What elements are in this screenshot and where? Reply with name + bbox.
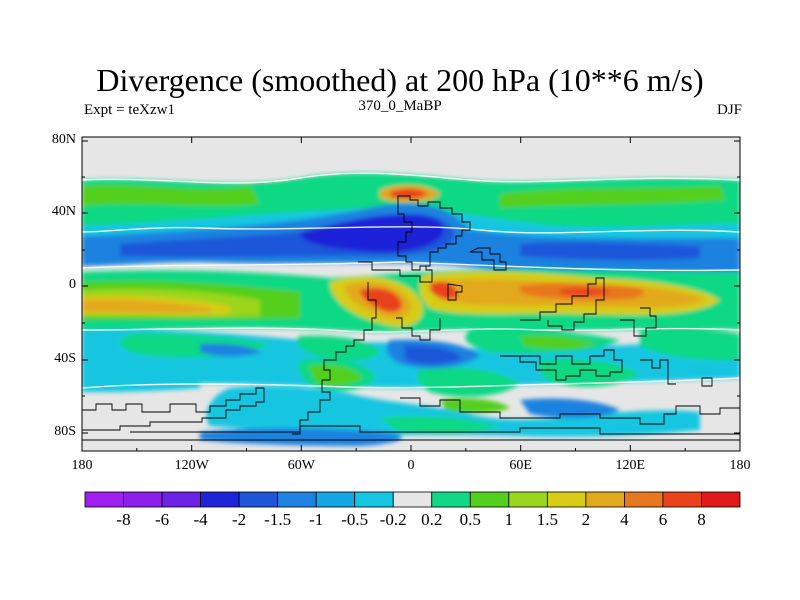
x-ticks bbox=[81, 137, 741, 451]
x-tick-label: 60W bbox=[287, 458, 315, 473]
colorbar-box bbox=[662, 491, 702, 508]
colorbar-label: 0.5 bbox=[459, 510, 481, 529]
colorbar-box bbox=[508, 491, 548, 508]
season-label: DJF bbox=[716, 102, 742, 118]
colorbar-label: -0.5 bbox=[341, 510, 369, 529]
colorbar-label: -1.5 bbox=[264, 510, 292, 529]
colorbar-box bbox=[546, 491, 587, 508]
y-tick-label: 80S bbox=[54, 424, 76, 439]
colorbar-label: 0.2 bbox=[421, 510, 443, 529]
colorbar-box bbox=[469, 491, 510, 508]
colorbar-box bbox=[161, 491, 201, 508]
y-tick-label: 0 bbox=[69, 277, 76, 292]
colorbar-label: -4 bbox=[193, 510, 208, 529]
colorbar-label: -2 bbox=[232, 510, 247, 529]
y-tick-label: 80N bbox=[51, 132, 76, 147]
experiment-label: Expt = teXzw1 bbox=[84, 102, 175, 118]
y-ticks bbox=[82, 140, 740, 434]
colorbar-box bbox=[238, 491, 279, 508]
colorbar-label: 4 bbox=[620, 510, 629, 529]
colorbar-box bbox=[701, 491, 741, 508]
colorbar-box bbox=[84, 491, 124, 508]
colorbar-label: -8 bbox=[116, 510, 131, 529]
colorbar-box bbox=[123, 491, 163, 508]
colorbar-box bbox=[354, 491, 394, 508]
colorbar bbox=[84, 491, 741, 508]
colorbar-box bbox=[624, 491, 664, 508]
colorbar-label: -0.2 bbox=[379, 510, 407, 529]
y-tick-label: 40N bbox=[51, 204, 76, 219]
x-tick-label: 120W bbox=[174, 458, 209, 473]
colorbar-label: 2 bbox=[581, 510, 591, 529]
x-tick-label: 60E bbox=[509, 458, 532, 473]
x-tick-label: 180 bbox=[71, 458, 93, 473]
colorbar-label: 1 bbox=[504, 510, 514, 529]
chart-title: Divergence (smoothed) at 200 hPa (10**6 … bbox=[96, 62, 704, 98]
x-tick-label: 180 bbox=[729, 458, 751, 473]
x-tick-label: 0 bbox=[407, 458, 415, 473]
colorbar-label: 8 bbox=[697, 510, 706, 529]
colorbar-label: 6 bbox=[658, 510, 668, 529]
colorbar-label: 1.5 bbox=[536, 510, 558, 529]
colorbar-box bbox=[315, 491, 356, 508]
colorbar-box bbox=[585, 491, 625, 508]
colorbar-label: -1 bbox=[309, 510, 324, 529]
contour-field bbox=[82, 137, 740, 451]
colorbar-box bbox=[431, 491, 471, 508]
colorbar-box bbox=[200, 491, 240, 508]
coastlines bbox=[82, 195, 740, 441]
period-label: 370_0_MaBP bbox=[358, 98, 442, 114]
y-tick-label: 40S bbox=[54, 351, 76, 366]
colorbar-box bbox=[277, 491, 317, 508]
colorbar-label: -6 bbox=[154, 510, 170, 529]
x-tick-label: 120E bbox=[615, 458, 646, 473]
colorbar-box bbox=[392, 491, 433, 508]
